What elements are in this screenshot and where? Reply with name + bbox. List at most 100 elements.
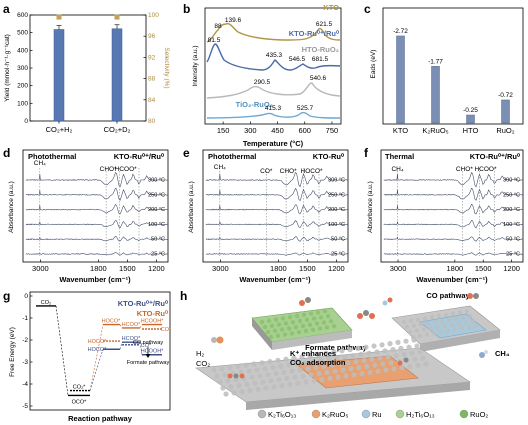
data-label: -0.72 (498, 92, 513, 99)
atom (417, 349, 423, 355)
atom (275, 333, 281, 338)
annotation-label: HOCO* (301, 168, 324, 175)
data-label: -2.72 (393, 28, 408, 35)
atom (307, 322, 313, 327)
atom (369, 356, 375, 362)
mode-label-e: Photothermal (208, 152, 256, 161)
series-label: 200 °C (148, 207, 165, 213)
atom (374, 349, 380, 355)
x-tick-label: 1800 (270, 264, 287, 273)
peak-label: 435.3 (266, 52, 283, 59)
atom (325, 314, 331, 319)
sample-label-e: KTO-Ru⁰ (313, 152, 345, 161)
peak-label: 681.5 (312, 56, 329, 63)
atom (272, 328, 278, 333)
x-tick-label: 450 (271, 126, 284, 135)
annotation-label: CHO* (100, 166, 117, 173)
atom (401, 319, 407, 325)
axes-frame-c (382, 7, 524, 125)
ir-spectrum (25, 172, 169, 188)
atom (321, 363, 327, 369)
peak-label: 525.7 (297, 105, 314, 112)
y-tick-label: 100 (17, 100, 28, 107)
atom (291, 355, 297, 361)
ir-spectrum (383, 172, 524, 188)
energy-connector (89, 349, 104, 391)
y-ticks-a: 0 100 200 300 400 500 600 (17, 12, 33, 125)
x-tick-label: 150 (217, 126, 230, 135)
series-label: 50 °C (151, 237, 165, 243)
bar (501, 99, 510, 124)
ylabel-d: Absorbance (a.u.) (8, 181, 15, 233)
level-label: HCOO* (122, 336, 142, 342)
atom (383, 367, 389, 373)
legend-label: K₂Ti₆O₁₃ (268, 410, 296, 419)
atom (452, 327, 458, 332)
bar (431, 66, 440, 124)
atom (334, 355, 340, 361)
atom (407, 329, 413, 335)
atom (351, 372, 357, 378)
atom (399, 365, 405, 371)
y2-tick-label: 96 (148, 33, 156, 40)
atom (332, 368, 338, 374)
panel-label-b: b (183, 2, 190, 16)
atom (450, 311, 456, 316)
peak-label: 139.6 (225, 17, 242, 24)
molecule-group (211, 293, 488, 379)
atom (296, 330, 302, 335)
atom (358, 351, 364, 357)
atom (403, 338, 409, 344)
atom (375, 368, 381, 374)
co-pathway-text: CO pathway (426, 291, 470, 300)
y-tick-label: -5 (22, 403, 28, 410)
atom (228, 384, 234, 390)
panel-c: c Eads (eV) -2.72KTO-1.77K₂RuO₅-0.25HTO-… (364, 2, 524, 135)
atom (236, 383, 242, 389)
panel-label-g: g (3, 289, 10, 303)
atom (265, 372, 271, 378)
atom (470, 319, 476, 324)
atom (299, 354, 305, 360)
atom (292, 374, 298, 380)
atom (331, 324, 337, 329)
atom (429, 315, 435, 320)
atom (286, 326, 292, 331)
atom (415, 317, 421, 322)
atom (316, 371, 322, 377)
xlabel-e: Wavenumber (cm⁻¹) (239, 275, 311, 284)
atom (421, 327, 427, 332)
atom (318, 315, 324, 320)
ir-spectrum (205, 187, 348, 202)
atom (255, 386, 261, 392)
atom (418, 322, 424, 327)
atom (466, 325, 472, 330)
atom (414, 328, 420, 333)
y2-tick-label: 88 (148, 76, 156, 83)
atom (364, 363, 370, 369)
atom (284, 375, 290, 381)
atom (428, 326, 434, 331)
atom (301, 312, 307, 317)
ylabel-g: Free Energy (eV) (9, 327, 16, 377)
x-tick-label: K₂RuO₅ (422, 126, 448, 135)
atom (425, 321, 431, 326)
formate-pathway-label: Formate pathway (127, 360, 170, 366)
level-label: HCOOH* (141, 319, 164, 325)
atom (304, 317, 310, 322)
atom (443, 312, 449, 317)
atom (282, 332, 288, 337)
atom (249, 374, 255, 380)
atom (276, 377, 282, 383)
atom (268, 334, 274, 340)
tpr-curve-tio2-ruo2 (206, 111, 341, 119)
y2-tick-label: 80 (148, 118, 156, 125)
atom (388, 360, 394, 366)
atom (367, 369, 373, 375)
atom (329, 362, 335, 368)
legend-item-kto-ru-mixed: KTO-Ru⁰⁺/Ru⁰ (118, 299, 169, 308)
tpr-curve-kto (206, 22, 341, 43)
atom (262, 366, 268, 372)
atom (395, 339, 401, 345)
x-tick-label: CO₂+H₂ (46, 125, 73, 134)
